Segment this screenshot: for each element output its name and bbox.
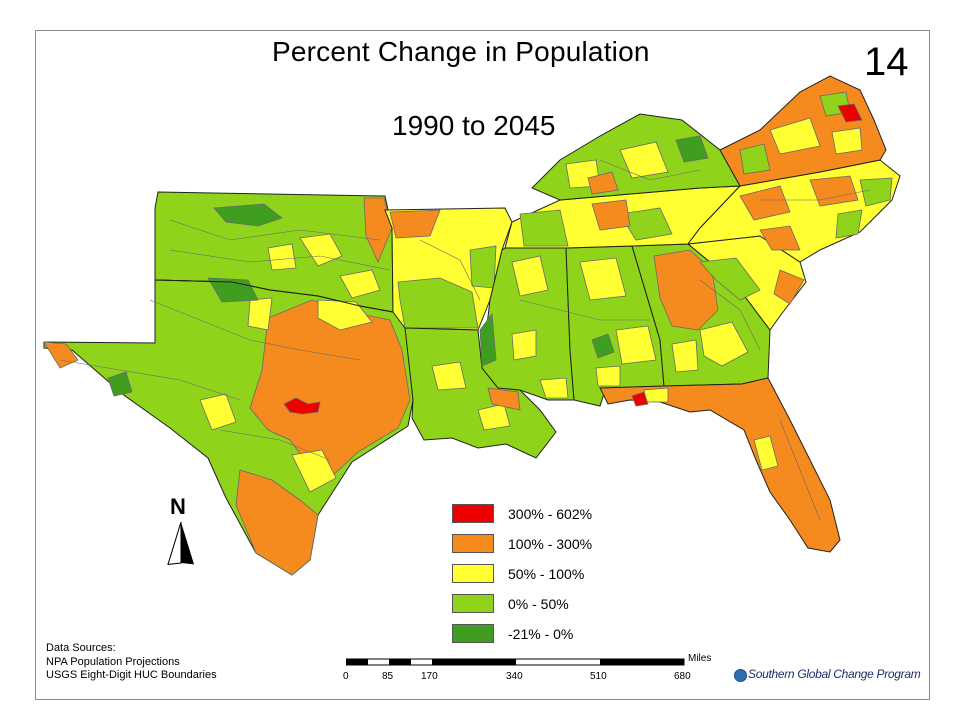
legend-label: 50% - 100% (508, 566, 585, 582)
region-tn-orange (591, 199, 631, 231)
region-austin-hotspot (283, 397, 321, 415)
region-florida (599, 377, 841, 553)
legend-swatch (452, 534, 494, 553)
huc-boundaries (59, 159, 871, 521)
region-la-yellow (431, 361, 511, 431)
scale-tick: 680 (674, 671, 691, 682)
region-va-yellow (769, 117, 863, 155)
globe-logo-icon (734, 669, 747, 682)
data-sources-line: NPA Population Projections (46, 655, 180, 668)
scale-tick: 170 (421, 671, 438, 682)
legend-label: 0% - 50% (508, 596, 569, 612)
map-subtitle: 1990 to 2045 (392, 110, 556, 141)
scale-bar (346, 658, 685, 666)
region-sc-orange (773, 269, 805, 305)
north-label: N (170, 494, 186, 519)
region-texas-coast (235, 469, 319, 576)
region-ok-orange (363, 197, 393, 263)
region-ms-dark (479, 312, 497, 367)
slide-number: 14 (864, 40, 909, 84)
region-ky-orange (587, 171, 619, 195)
region-nc-green (835, 177, 893, 239)
red-river-boundary (154, 279, 394, 313)
credit-text: Southern Global Change Program (748, 667, 921, 681)
region-tn-green (519, 207, 673, 247)
legend-swatch (452, 564, 494, 583)
region-la-orange (487, 387, 521, 411)
scale-units: Miles (688, 653, 712, 664)
region-ok-dark (107, 203, 283, 397)
legend-swatch (452, 504, 494, 523)
legend-label: 100% - 300% (508, 536, 593, 552)
legend-label: -21% - 0% (508, 626, 574, 642)
region-fl-hotspot (631, 391, 649, 407)
region-ms-yellow (511, 255, 569, 399)
region-al-dark (591, 333, 615, 359)
region-al-yellow (579, 257, 657, 387)
region-nc-orange (739, 175, 859, 251)
region-va-hotspot (837, 103, 863, 123)
region-ar-orange (389, 209, 441, 239)
map-title: Percent Change in Population (272, 36, 650, 67)
scale-tick: 0 (343, 671, 349, 682)
region-ga-yellow (671, 321, 749, 373)
legend-swatch (452, 594, 494, 613)
scale-tick: 85 (382, 671, 394, 682)
data-sources-line: USGS Eight-Digit HUC Boundaries (46, 669, 217, 681)
region-ga-orange (653, 249, 719, 331)
scale-tick: 510 (590, 671, 607, 682)
region-texas-yellow (199, 297, 373, 493)
legend-swatch (452, 624, 494, 643)
north-arrow-icon (167, 522, 194, 566)
region-ky-dark (675, 135, 709, 163)
scale-tick: 340 (506, 671, 523, 682)
legend-label: 300% - 602% (508, 506, 593, 522)
region-sc-green (699, 257, 761, 301)
data-sources-heading: Data Sources: (46, 642, 116, 654)
data-sources: Data Sources: NPA Population Projections… (46, 642, 217, 683)
